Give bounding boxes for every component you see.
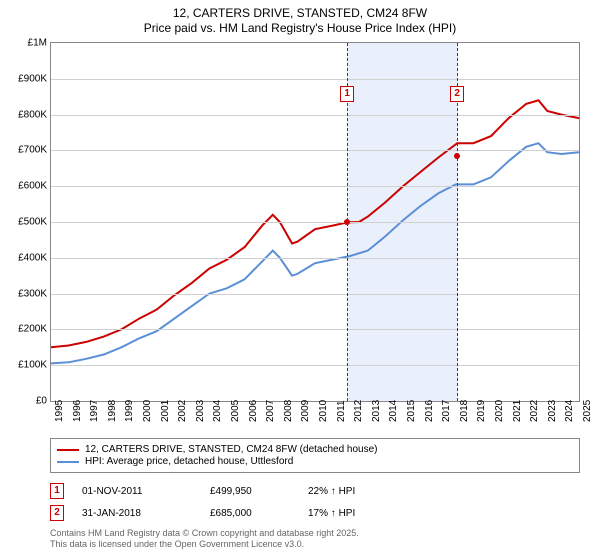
x-axis-label: 2022 — [529, 400, 540, 422]
x-axis-label: 2023 — [547, 400, 558, 422]
x-axis-label: 2021 — [512, 400, 523, 422]
x-axis-label: 2010 — [318, 400, 329, 422]
x-axis-label: 1996 — [72, 400, 83, 422]
y-axis-label: £200K — [5, 324, 47, 335]
x-axis-label: 1999 — [124, 400, 135, 422]
copyright: Contains HM Land Registry data © Crown c… — [50, 528, 580, 550]
y-axis-label: £500K — [5, 217, 47, 228]
x-axis-label: 2017 — [441, 400, 452, 422]
sales-table: 1 01-NOV-2011 £499,950 22% ↑ HPI 2 31-JAN-201… — [50, 480, 580, 524]
y-axis-label: £900K — [5, 73, 47, 84]
x-axis-label: 2000 — [142, 400, 153, 422]
sale-point — [454, 153, 460, 159]
x-axis-label: 2016 — [424, 400, 435, 422]
x-axis-label: 2020 — [494, 400, 505, 422]
gridline — [51, 222, 579, 223]
legend-box: 12, CARTERS DRIVE, STANSTED, CM24 8FW (d… — [50, 438, 580, 473]
sale-marker: 2 — [450, 86, 464, 102]
title-address: 12, CARTERS DRIVE, STANSTED, CM24 8FW — [0, 6, 600, 21]
x-axis-label: 1995 — [54, 400, 65, 422]
x-axis-label: 2013 — [371, 400, 382, 422]
title-subtitle: Price paid vs. HM Land Registry's House … — [0, 21, 600, 36]
sale-point — [344, 219, 350, 225]
chart-container: 12, CARTERS DRIVE, STANSTED, CM24 8FW Pr… — [0, 0, 600, 560]
legend-label-1: 12, CARTERS DRIVE, STANSTED, CM24 8FW (d… — [85, 444, 378, 455]
x-axis-label: 2025 — [582, 400, 593, 422]
x-axis-label: 2006 — [248, 400, 259, 422]
sales-row-marker: 2 — [50, 505, 64, 521]
sales-row-pct: 17% ↑ HPI — [308, 508, 398, 519]
legend-row-1: 12, CARTERS DRIVE, STANSTED, CM24 8FW (d… — [57, 444, 573, 455]
legend-swatch-1 — [57, 449, 79, 451]
y-axis-label: £100K — [5, 360, 47, 371]
gridline — [51, 79, 579, 80]
sales-row: 2 31-JAN-2018 £685,000 17% ↑ HPI — [50, 502, 580, 524]
legend-label-2: HPI: Average price, detached house, Uttl… — [85, 456, 293, 467]
sales-row-pct: 22% ↑ HPI — [308, 486, 398, 497]
x-axis-label: 1998 — [107, 400, 118, 422]
gridline — [51, 365, 579, 366]
gridline — [51, 186, 579, 187]
y-axis-label: £600K — [5, 181, 47, 192]
x-axis-label: 2024 — [564, 400, 575, 422]
y-axis-label: £700K — [5, 145, 47, 156]
y-axis-label: £300K — [5, 288, 47, 299]
x-axis-label: 2019 — [476, 400, 487, 422]
title-block: 12, CARTERS DRIVE, STANSTED, CM24 8FW Pr… — [0, 0, 600, 36]
series-line-price_paid — [51, 100, 579, 347]
y-axis-label: £800K — [5, 109, 47, 120]
sales-row-price: £685,000 — [210, 508, 290, 519]
x-axis-label: 2005 — [230, 400, 241, 422]
legend-swatch-2 — [57, 461, 79, 463]
x-axis-label: 2008 — [283, 400, 294, 422]
gridline — [51, 294, 579, 295]
x-axis-label: 2011 — [336, 400, 347, 422]
x-axis-label: 2014 — [388, 400, 399, 422]
copyright-line1: Contains HM Land Registry data © Crown c… — [50, 528, 580, 539]
x-axis-label: 2007 — [265, 400, 276, 422]
copyright-line2: This data is licensed under the Open Gov… — [50, 539, 580, 550]
sales-row-date: 01-NOV-2011 — [82, 486, 192, 497]
y-axis-label: £0 — [5, 396, 47, 407]
sales-row: 1 01-NOV-2011 £499,950 22% ↑ HPI — [50, 480, 580, 502]
x-axis-label: 2003 — [195, 400, 206, 422]
x-axis-label: 2015 — [406, 400, 417, 422]
x-axis-label: 2001 — [160, 400, 171, 422]
x-axis-label: 2012 — [353, 400, 364, 422]
x-axis-label: 1997 — [89, 400, 100, 422]
x-axis-label: 2009 — [300, 400, 311, 422]
gridline — [51, 150, 579, 151]
gridline — [51, 258, 579, 259]
gridline — [51, 329, 579, 330]
y-axis-label: £1M — [5, 38, 47, 49]
x-axis-label: 2018 — [459, 400, 470, 422]
x-axis-label: 2002 — [177, 400, 188, 422]
sale-marker: 1 — [340, 86, 354, 102]
legend-row-2: HPI: Average price, detached house, Uttl… — [57, 456, 573, 467]
chart-plot-area: £0£100K£200K£300K£400K£500K£600K£700K£80… — [50, 42, 580, 402]
y-axis-label: £400K — [5, 252, 47, 263]
sales-row-date: 31-JAN-2018 — [82, 508, 192, 519]
gridline — [51, 115, 579, 116]
sales-row-marker: 1 — [50, 483, 64, 499]
sales-row-price: £499,950 — [210, 486, 290, 497]
x-axis-label: 2004 — [212, 400, 223, 422]
